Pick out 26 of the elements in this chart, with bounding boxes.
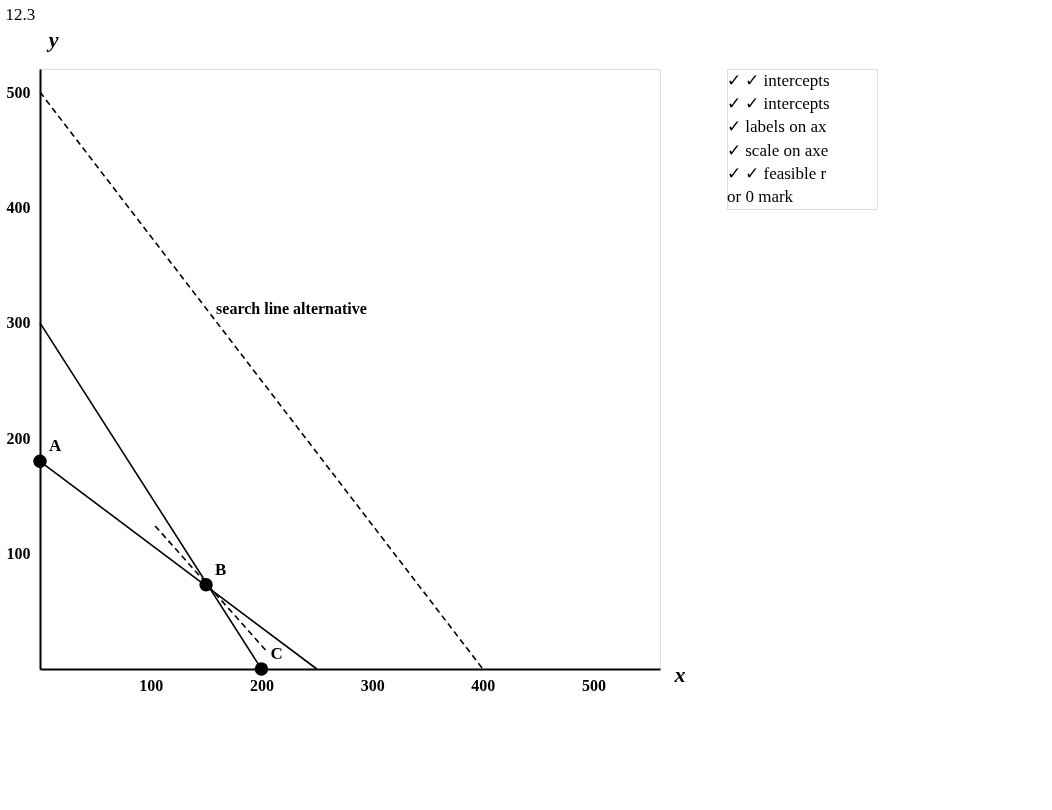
x-tick-label: 200 [249, 676, 274, 694]
y-tick-label: 500 [6, 83, 31, 101]
text: or 0 mark [727, 187, 794, 207]
x-tick-label: 400 [471, 676, 496, 694]
text: ✓ ✓ intercepts [727, 94, 830, 113]
annotation: A [49, 436, 62, 456]
y-tick-label: 300 [6, 314, 31, 332]
annotation: search line alternative [216, 300, 367, 317]
point [33, 454, 47, 468]
x-tick-label: 500 [582, 676, 607, 694]
x-tick-label: 300 [360, 676, 385, 694]
point [254, 662, 269, 676]
text: ✓ labels on ax [727, 117, 827, 137]
x-axis-title: x [673, 661, 686, 687]
text: ✓ scale on axe [727, 140, 829, 160]
y-tick-label: 100 [6, 545, 31, 563]
y-tick-label: 400 [6, 198, 31, 216]
text: ✓ ✓ intercepts [727, 70, 830, 90]
y-axis-title: y [45, 26, 59, 52]
chart-title: 12.3 [5, 4, 36, 24]
annotation: B [215, 559, 227, 579]
y-tick-label: 200 [6, 429, 31, 447]
text: ✓ ✓ feasible r [727, 164, 827, 183]
annotation: C [270, 644, 283, 663]
x-tick-label: 100 [139, 676, 164, 694]
point [199, 578, 213, 592]
